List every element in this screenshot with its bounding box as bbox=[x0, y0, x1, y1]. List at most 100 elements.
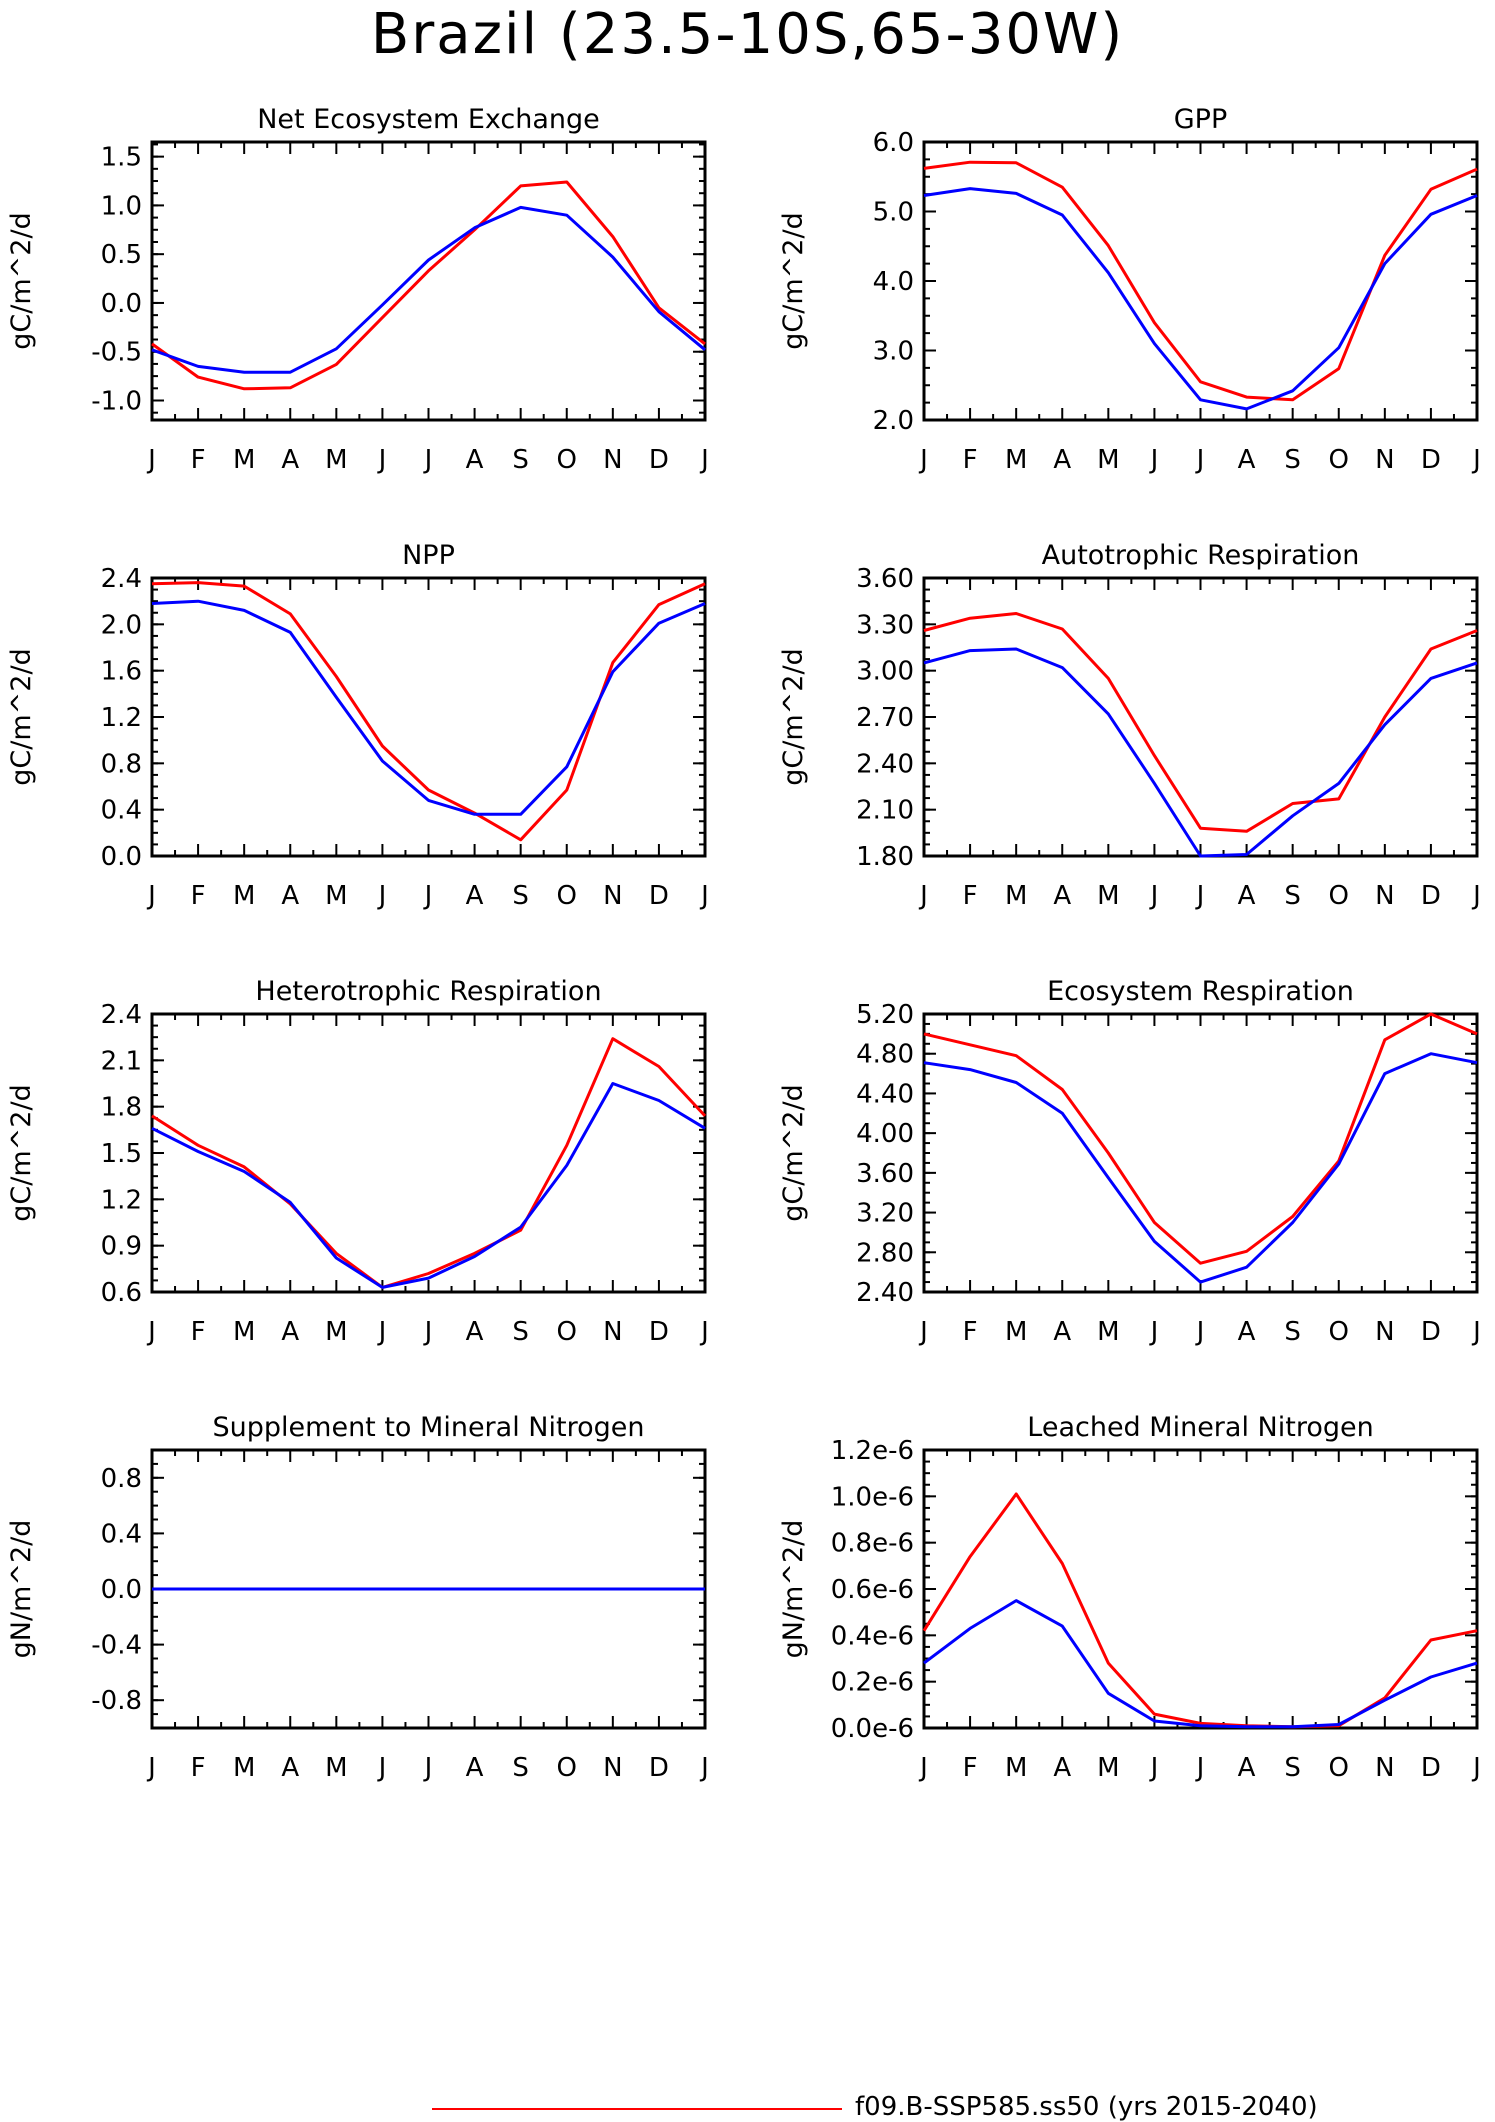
y-tick-label: 1.6 bbox=[101, 657, 142, 687]
x-tick-label: J bbox=[918, 881, 928, 911]
x-tick-label: J bbox=[1195, 1317, 1205, 1347]
series-line-red bbox=[923, 1012, 1478, 1265]
y-axis-label: gC/m^2/d bbox=[6, 212, 37, 349]
x-tick-label: J bbox=[1471, 881, 1481, 911]
x-tick-label: M bbox=[1005, 881, 1027, 911]
y-tick-label: -0.8 bbox=[91, 1686, 142, 1716]
y-tick-label: 4.0 bbox=[873, 267, 914, 297]
x-tick-label: N bbox=[603, 881, 622, 911]
series-line-red bbox=[151, 1037, 707, 1289]
x-tick-label: A bbox=[1238, 1753, 1256, 1783]
x-tick-label: N bbox=[603, 1317, 622, 1347]
y-tick-label: 2.1 bbox=[101, 1046, 142, 1076]
y-tick-label: 3.30 bbox=[856, 610, 914, 640]
x-tick-label: O bbox=[557, 1317, 577, 1347]
y-tick-label: 1.5 bbox=[101, 1139, 142, 1169]
x-tick-label: A bbox=[1053, 445, 1071, 475]
y-tick-label: 6.0 bbox=[873, 128, 914, 158]
x-tick-label: J bbox=[146, 1317, 156, 1347]
x-tick-label: J bbox=[918, 1753, 928, 1783]
y-tick-label: 0.8e-6 bbox=[831, 1529, 914, 1559]
y-tick-label: 0.4 bbox=[101, 1519, 142, 1549]
y-tick-label: 3.60 bbox=[856, 564, 914, 594]
x-tick-label: A bbox=[281, 445, 299, 475]
y-tick-label: 1.0e-6 bbox=[831, 1482, 914, 1512]
y-tick-label: 1.5 bbox=[101, 143, 142, 173]
panel-title: Leached Mineral Nitrogen bbox=[1027, 1412, 1373, 1443]
x-tick-label: S bbox=[512, 1317, 529, 1347]
y-tick-label: 2.4 bbox=[101, 564, 142, 594]
plot-frame bbox=[922, 140, 1479, 422]
x-tick-label: S bbox=[1284, 445, 1301, 475]
x-tick-label: A bbox=[1053, 881, 1071, 911]
series-line-blue bbox=[151, 1082, 706, 1289]
y-tick-label: 0.6 bbox=[101, 1278, 142, 1308]
x-tick-label: M bbox=[1005, 1317, 1027, 1347]
y-tick-label: 0.4e-6 bbox=[831, 1621, 914, 1651]
y-tick-label: 4.40 bbox=[856, 1079, 914, 1109]
series-line-blue bbox=[923, 187, 1478, 411]
y-tick-label: 0.0 bbox=[101, 289, 142, 319]
series-line-blue bbox=[923, 1599, 1478, 1729]
series-line-blue bbox=[923, 1052, 1478, 1284]
x-tick-label: J bbox=[423, 881, 433, 911]
y-tick-label: 0.0 bbox=[101, 1575, 142, 1605]
y-axis-label: gC/m^2/d bbox=[778, 212, 809, 349]
x-tick-label: S bbox=[1284, 1317, 1301, 1347]
y-tick-label: 3.20 bbox=[856, 1199, 914, 1229]
x-tick-label: J bbox=[699, 1317, 709, 1347]
series-line-red bbox=[923, 612, 1478, 833]
x-tick-label: J bbox=[423, 445, 433, 475]
x-tick-label: S bbox=[1284, 881, 1301, 911]
x-tick-label: D bbox=[1421, 445, 1441, 475]
x-tick-label: J bbox=[146, 1753, 156, 1783]
x-tick-label: J bbox=[377, 881, 387, 911]
x-tick-label: O bbox=[557, 445, 577, 475]
plot-frame bbox=[150, 576, 707, 858]
y-tick-label: 0.8 bbox=[101, 1464, 142, 1494]
x-tick-label: A bbox=[1238, 445, 1256, 475]
x-tick-label: A bbox=[281, 1317, 299, 1347]
x-tick-label: N bbox=[603, 1753, 622, 1783]
y-tick-label: -0.4 bbox=[91, 1631, 142, 1661]
y-tick-label: 0.6e-6 bbox=[831, 1575, 914, 1605]
series-line-blue bbox=[151, 205, 706, 374]
x-tick-label: F bbox=[191, 1753, 206, 1783]
x-tick-label: M bbox=[325, 445, 347, 475]
x-tick-label: N bbox=[603, 445, 622, 475]
x-tick-label: J bbox=[423, 1317, 433, 1347]
panel-title: Heterotrophic Respiration bbox=[255, 976, 601, 1007]
chart-panel-6: Supplement to Mineral Nitrogen gN/m^2/d J F… bbox=[6, 1412, 709, 1783]
x-tick-label: J bbox=[699, 1753, 709, 1783]
y-tick-label: 0.2e-6 bbox=[831, 1668, 914, 1698]
x-tick-label: S bbox=[1284, 1753, 1301, 1783]
x-tick-label: F bbox=[191, 1317, 206, 1347]
x-tick-label: M bbox=[1097, 881, 1119, 911]
x-tick-label: A bbox=[1238, 1317, 1256, 1347]
y-tick-label: 0.0e-6 bbox=[831, 1714, 914, 1744]
x-tick-label: D bbox=[649, 881, 669, 911]
y-tick-label: 2.40 bbox=[856, 1278, 914, 1308]
x-tick-label: J bbox=[377, 1317, 387, 1347]
x-tick-label: A bbox=[1238, 881, 1256, 911]
y-tick-label: 2.70 bbox=[856, 703, 914, 733]
x-tick-label: N bbox=[1375, 445, 1394, 475]
y-tick-label: 1.80 bbox=[856, 842, 914, 872]
y-tick-label: 1.2 bbox=[101, 703, 142, 733]
x-tick-label: O bbox=[557, 881, 577, 911]
x-tick-label: F bbox=[963, 1753, 978, 1783]
x-tick-label: A bbox=[281, 1753, 299, 1783]
y-tick-label: 0.0 bbox=[101, 842, 142, 872]
x-tick-label: S bbox=[512, 1753, 529, 1783]
panel-title: Ecosystem Respiration bbox=[1047, 976, 1354, 1007]
x-tick-label: D bbox=[1421, 881, 1441, 911]
x-tick-label: A bbox=[466, 445, 484, 475]
x-tick-label: S bbox=[512, 445, 529, 475]
x-tick-label: D bbox=[1421, 1317, 1441, 1347]
x-tick-label: D bbox=[649, 1753, 669, 1783]
y-tick-label: 2.80 bbox=[856, 1238, 914, 1268]
x-tick-label: M bbox=[233, 1317, 255, 1347]
